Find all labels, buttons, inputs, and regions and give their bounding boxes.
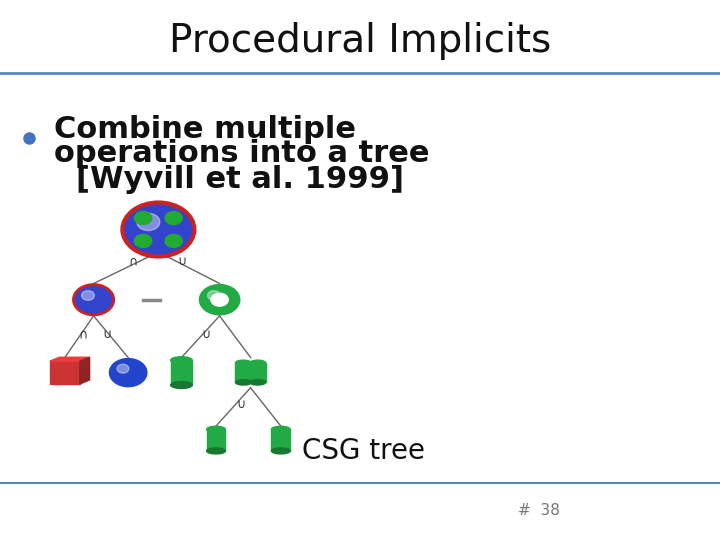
Circle shape (109, 359, 147, 387)
Text: #  38: # 38 (518, 503, 560, 518)
Bar (250, 363, 266, 382)
Text: ∩: ∩ (129, 255, 138, 268)
Circle shape (165, 234, 182, 247)
Circle shape (73, 285, 114, 315)
Text: Procedural Implicits: Procedural Implicits (169, 22, 551, 59)
Bar (235, 363, 251, 382)
Text: ∪: ∪ (202, 328, 211, 341)
Ellipse shape (271, 448, 290, 454)
Ellipse shape (235, 360, 251, 366)
Bar (50, 361, 80, 384)
Circle shape (81, 291, 94, 300)
Bar (207, 429, 225, 451)
Circle shape (135, 212, 152, 225)
Circle shape (117, 364, 129, 373)
Circle shape (199, 285, 240, 315)
Circle shape (211, 293, 228, 306)
Text: ∩: ∩ (78, 328, 87, 341)
Bar (271, 429, 290, 451)
Circle shape (165, 212, 182, 225)
Text: Combine multiple: Combine multiple (54, 115, 356, 144)
Circle shape (135, 234, 152, 247)
Ellipse shape (271, 426, 290, 433)
Polygon shape (80, 357, 89, 384)
Text: CSG tree: CSG tree (302, 437, 426, 465)
Text: ∪: ∪ (103, 328, 112, 341)
Circle shape (122, 202, 194, 256)
Text: ∪: ∪ (177, 255, 186, 268)
Ellipse shape (171, 357, 192, 363)
Bar (171, 360, 192, 385)
Ellipse shape (250, 380, 266, 385)
Ellipse shape (207, 448, 225, 454)
Text: [Wyvill et al. 1999]: [Wyvill et al. 1999] (76, 165, 404, 194)
Ellipse shape (235, 380, 251, 385)
Ellipse shape (171, 382, 192, 388)
Circle shape (137, 213, 160, 231)
Circle shape (207, 291, 220, 300)
Ellipse shape (207, 426, 225, 433)
Ellipse shape (250, 360, 266, 366)
Text: ∪: ∪ (236, 398, 245, 411)
Polygon shape (50, 357, 89, 361)
Text: operations into a tree: operations into a tree (54, 139, 430, 168)
